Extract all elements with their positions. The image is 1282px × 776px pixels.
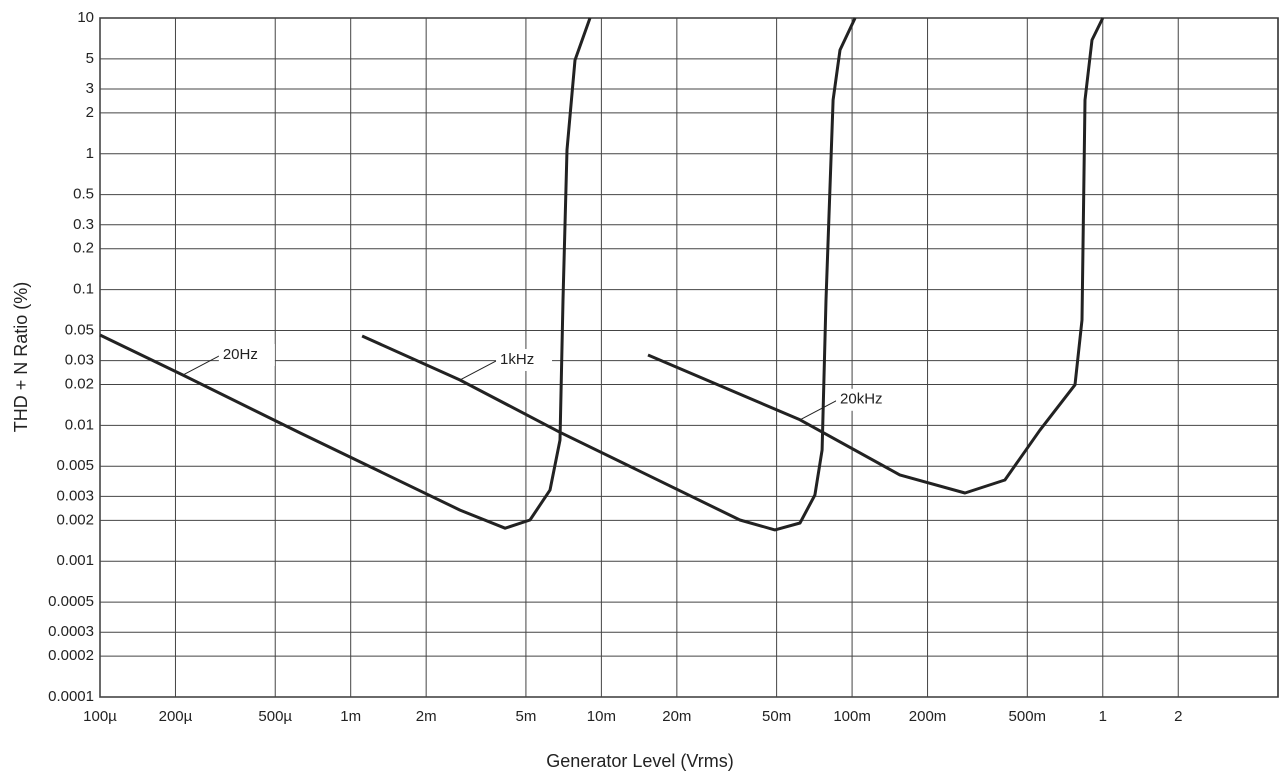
y-axis-label: THD + N Ratio (%): [11, 282, 31, 433]
x-tick-label: 500µ: [258, 708, 292, 725]
x-axis-label: Generator Level (Vrms): [546, 751, 733, 771]
label-leader: [799, 399, 839, 421]
x-tick-label: 200m: [909, 708, 947, 725]
y-tick-label: 0.01: [65, 416, 94, 433]
x-tick-label: 50m: [762, 708, 791, 725]
y-tick-label: 0.001: [56, 552, 94, 569]
line-series: [361, 17, 857, 532]
x-tick-label: 10m: [587, 708, 616, 725]
label-leader: [459, 359, 499, 381]
x-tick-label: 200µ: [159, 708, 193, 725]
y-tick-label: 0.003: [56, 487, 94, 504]
label-leader: [182, 354, 222, 376]
label-bg: [218, 344, 275, 367]
y-tick-label: 10: [77, 9, 94, 26]
y-tick-label: 0.002: [56, 511, 94, 528]
y-tick-label: 1: [86, 145, 94, 162]
x-tick-label: 1: [1099, 708, 1107, 725]
y-tick-label: 0.0003: [48, 623, 94, 640]
y-tick-label: 0.0002: [48, 647, 94, 664]
plot-frame: [99, 17, 1279, 698]
y-tick-label: 0.05: [65, 321, 94, 338]
curve-label: 20kHz: [840, 391, 883, 408]
x-tick-label: 500m: [1009, 708, 1047, 725]
curve-label: 1kHz: [500, 351, 534, 368]
y-tick-label: 0.2: [73, 240, 94, 257]
x-tick-label: 20m: [662, 708, 691, 725]
y-tick-label: 0.0001: [48, 688, 94, 705]
y-tick-label: 0.1: [73, 281, 94, 298]
y-tick-label: 0.005: [56, 457, 94, 474]
y-tick-label: 0.0005: [48, 593, 94, 610]
label-bg: [496, 348, 553, 371]
x-tick-label: 5m: [515, 708, 536, 725]
x-tick-label: 2m: [416, 708, 437, 725]
curve-label: 20Hz: [223, 346, 258, 363]
x-tick-label: 1m: [340, 708, 361, 725]
y-tick-label: 2: [86, 104, 94, 121]
y-tick-label: 0.3: [73, 216, 94, 233]
line-series: [99, 17, 592, 530]
y-tick-label: 0.02: [65, 375, 94, 392]
y-tick-label: 0.5: [73, 186, 94, 203]
x-tick-label: 100µ: [83, 708, 117, 725]
y-tick-label: 5: [86, 50, 94, 67]
x-tick-label: 2: [1174, 708, 1182, 725]
label-bg: [836, 388, 893, 411]
x-tick-label: 100m: [833, 708, 871, 725]
y-tick-label: 3: [86, 80, 94, 97]
line-series: [647, 17, 1105, 495]
y-tick-label: 0.03: [65, 352, 94, 369]
